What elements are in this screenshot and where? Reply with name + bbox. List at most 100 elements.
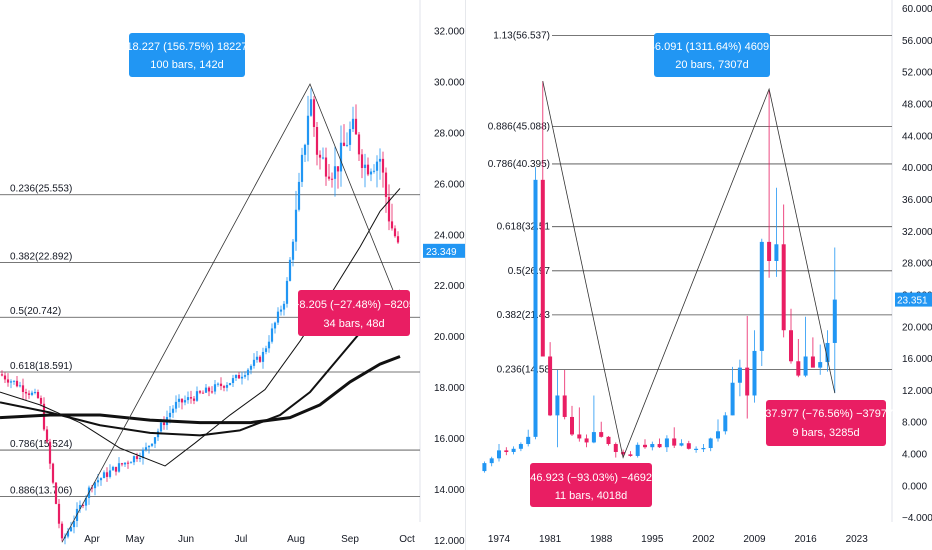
candle-body	[69, 527, 73, 532]
candle-body	[321, 157, 325, 159]
candle-body	[686, 443, 691, 449]
x-tick-label: Jun	[178, 534, 194, 545]
range-annotation-box	[129, 33, 245, 77]
y-tick-label: 16.000	[434, 434, 465, 445]
candle-body	[324, 157, 328, 177]
x-tick-label: Sep	[341, 534, 359, 545]
candle-body	[504, 450, 509, 452]
candle-body	[759, 241, 764, 351]
y-tick-label: 4.000	[902, 450, 927, 461]
candle-body	[584, 438, 589, 443]
y-tick-label: 60.000	[902, 4, 932, 15]
candle-body	[39, 397, 43, 404]
left-price-chart[interactable]: 12.000 14.000 16.000 18.000 20.000 22.000 24.0…	[0, 0, 466, 550]
candle-body	[354, 118, 358, 135]
candle-body	[730, 382, 735, 416]
candle-body	[237, 374, 241, 379]
fib-level-label: 1.13(56.537)	[493, 31, 550, 42]
candle-body	[282, 303, 286, 310]
candle-body	[57, 503, 61, 524]
candle-body	[261, 351, 265, 362]
candle-body	[723, 415, 728, 432]
candle-body	[273, 322, 277, 329]
candle-body	[832, 299, 837, 343]
candle-body	[177, 398, 181, 402]
range-annotation-line2: 9 bars, 3285d	[792, 427, 859, 439]
candle-body	[288, 259, 292, 281]
range-annotation-line1: −8.205 (−27.48%) −8205	[293, 299, 415, 311]
candle-body	[141, 449, 145, 459]
candle-body	[84, 498, 88, 506]
candle-body	[126, 462, 130, 464]
x-tick-label: 1981	[539, 534, 562, 545]
candle-body	[384, 172, 388, 197]
candle-body	[825, 342, 830, 363]
fib-level-label: 0.886(13.706)	[10, 485, 72, 496]
fib-level-label: 0.382(22.892)	[10, 251, 72, 262]
range-annotation-line1: −46.923 (−93.03%) −46923	[524, 472, 658, 484]
last-price-tag	[423, 243, 465, 258]
moving-average-thick	[0, 355, 401, 425]
candle-body	[482, 463, 487, 472]
candle-body	[752, 350, 757, 396]
candle-body	[213, 384, 217, 392]
candle-body	[540, 179, 545, 357]
y-tick-label: 18.000	[434, 383, 465, 394]
candle-body	[375, 161, 379, 171]
candle-body	[694, 448, 699, 450]
candle-body	[54, 482, 58, 504]
left-chart-panel[interactable]: 12.000 14.000 16.000 18.000 20.000 22.000 24.0…	[0, 0, 466, 550]
candle-body	[144, 447, 148, 450]
candle-body	[81, 505, 85, 507]
candle-body	[716, 431, 720, 439]
candle-body	[810, 356, 815, 368]
range-annotation-line2: 100 bars, 142d	[150, 59, 223, 71]
x-tick-label: 1995	[641, 534, 664, 545]
candle-body	[497, 450, 501, 459]
candle-body	[363, 164, 367, 168]
candle-body	[204, 387, 208, 393]
x-tick-label: Oct	[399, 534, 415, 545]
x-tick-label: Aug	[287, 534, 305, 545]
candle-body	[657, 444, 662, 448]
candle-body	[737, 367, 742, 383]
candle-body	[180, 398, 184, 403]
candle-body	[333, 166, 337, 179]
fib-level-label: 0.5(26.97	[508, 266, 551, 277]
candle-body	[351, 118, 355, 130]
candle-body	[72, 520, 76, 528]
candle-body	[27, 393, 31, 395]
right-price-chart[interactable]: −4.000 0.000 4.000 8.000 12.000 16.000 20.000 2…	[466, 0, 932, 550]
candle-body	[252, 359, 256, 366]
y-tick-label: 14.000	[434, 485, 465, 496]
fib-trend-line	[61, 83, 394, 543]
candle-body	[240, 376, 244, 379]
candle-body	[12, 380, 16, 382]
y-tick-label: 44.000	[902, 131, 932, 142]
candle-body	[33, 391, 37, 393]
candle-body	[285, 280, 289, 304]
y-tick-label: −4.000	[902, 513, 932, 524]
candle-body	[135, 456, 139, 459]
candle-body	[336, 166, 340, 172]
right-chart-panel[interactable]: −4.000 0.000 4.000 8.000 12.000 16.000 20.000 2…	[466, 0, 932, 550]
candle-body	[189, 397, 193, 399]
candle-body	[312, 99, 316, 127]
x-tick-label: 1974	[488, 534, 511, 545]
candle-body	[339, 142, 343, 172]
candle-body	[291, 241, 295, 260]
candle-body	[643, 444, 647, 448]
candle-body	[132, 456, 136, 463]
candle-body	[635, 444, 640, 456]
candle-body	[96, 480, 100, 483]
fib-level-label: 0.618(32.51	[497, 222, 551, 233]
candle-body	[767, 241, 772, 261]
candle-body	[198, 391, 202, 393]
candle-body	[162, 422, 166, 426]
candle-body	[745, 367, 750, 396]
candle-body	[246, 369, 250, 376]
candle-body	[36, 391, 40, 398]
fib-trend-line	[542, 81, 836, 459]
candle-body	[93, 482, 97, 489]
range-annotation-line2: 20 bars, 7307d	[675, 59, 748, 71]
